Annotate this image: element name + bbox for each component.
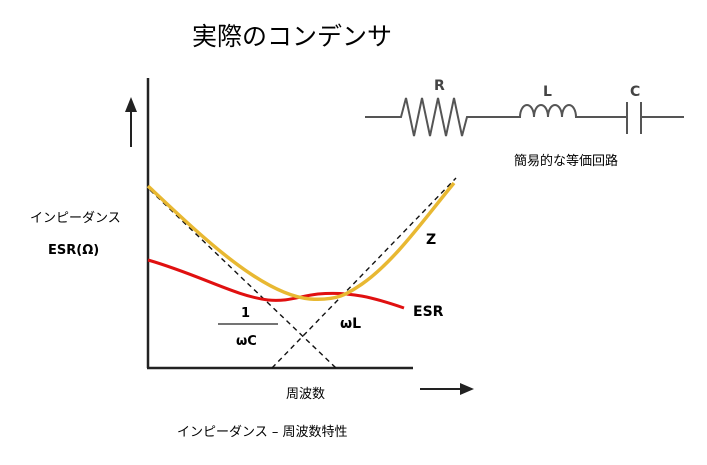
- z-curve: [146, 181, 456, 302]
- equivalent-circuit: R L C 簡易的な等価回路: [365, 78, 684, 169]
- diagram-caption: インピーダンス – 周波数特性: [177, 425, 348, 440]
- diagram-title: 実際のコンデンサ: [192, 22, 392, 51]
- y-axis-label-impedance: インピーダンス: [30, 211, 121, 226]
- resistor-label: R: [434, 78, 445, 94]
- y-axis-label-esr: ESR(Ω): [48, 243, 99, 258]
- resistor-symbol: [365, 97, 505, 137]
- circuit-caption: 簡易的な等価回路: [514, 153, 618, 169]
- inductor-label: L: [543, 84, 552, 100]
- esr-curve: [147, 258, 405, 310]
- x-axis-label: 周波数: [286, 387, 325, 402]
- capacitor-label: C: [630, 84, 640, 100]
- z-curve-label: Z: [426, 232, 436, 248]
- esr-curve-label: ESR: [413, 304, 444, 320]
- capacitive-asymptote: [149, 189, 337, 369]
- inverse-omega-c-denominator: ωC: [236, 334, 257, 349]
- inverse-omega-c-numerator: 1: [241, 306, 250, 321]
- omega-l-label: ωL: [340, 316, 361, 332]
- inductor-symbol: [505, 104, 626, 118]
- y-arrow-head: [125, 97, 137, 112]
- x-arrow-head: [460, 383, 474, 395]
- inductive-asymptote: [271, 177, 457, 369]
